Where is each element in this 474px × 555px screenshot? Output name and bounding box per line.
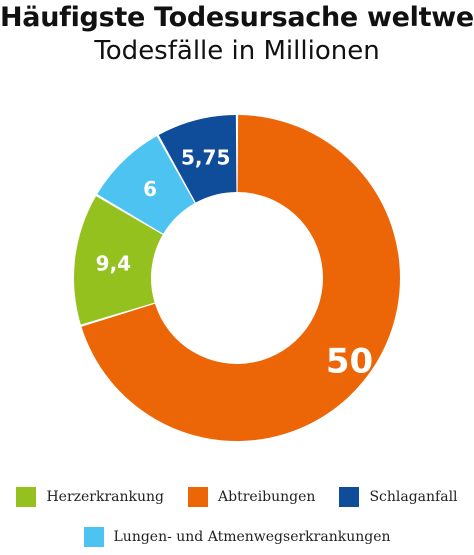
- legend-label: Herzerkrankung: [46, 489, 165, 505]
- donut-slice-herzerkrankung: [73, 196, 163, 325]
- donut-slice-labels: 50 9,4 6 5,75: [96, 146, 373, 382]
- donut-slice-lungen-und-atmenwegserkrankungen: [97, 136, 195, 234]
- slice-value-label: 50: [326, 341, 373, 381]
- chart-title: Häufigste Todesursache weltweit: [0, 2, 474, 33]
- legend-label: Schlaganfall: [369, 489, 458, 505]
- legend-item: Abtreibungen: [188, 487, 315, 507]
- legend-row-1: Herzerkrankung Abtreibungen Schlaganfall: [0, 487, 474, 507]
- legend-swatch: [83, 527, 104, 547]
- slice-value-label: 5,75: [181, 146, 230, 170]
- legend-swatch: [188, 487, 209, 507]
- chart-subtitle: Todesfälle in Millionen: [94, 36, 380, 66]
- legend-swatch: [16, 487, 37, 507]
- slice-value-label: 6: [143, 177, 157, 201]
- legend-row-2: Lungen- und Atmenwegserkrankungen: [0, 527, 474, 547]
- legend-item: Lungen- und Atmenwegserkrankungen: [83, 527, 391, 547]
- legend-label: Lungen- und Atmenwegserkrankungen: [113, 529, 391, 545]
- donut-slices: [73, 115, 400, 441]
- donut-slice-schlaganfall: [158, 115, 237, 203]
- slice-value-label: 9,4: [96, 251, 131, 275]
- donut-slice-abtreibungen: [81, 115, 400, 441]
- legend-label: Abtreibungen: [218, 489, 316, 505]
- legend-swatch: [339, 487, 360, 507]
- legend-item: Herzerkrankung: [16, 487, 164, 507]
- legend-item: Schlaganfall: [339, 487, 458, 507]
